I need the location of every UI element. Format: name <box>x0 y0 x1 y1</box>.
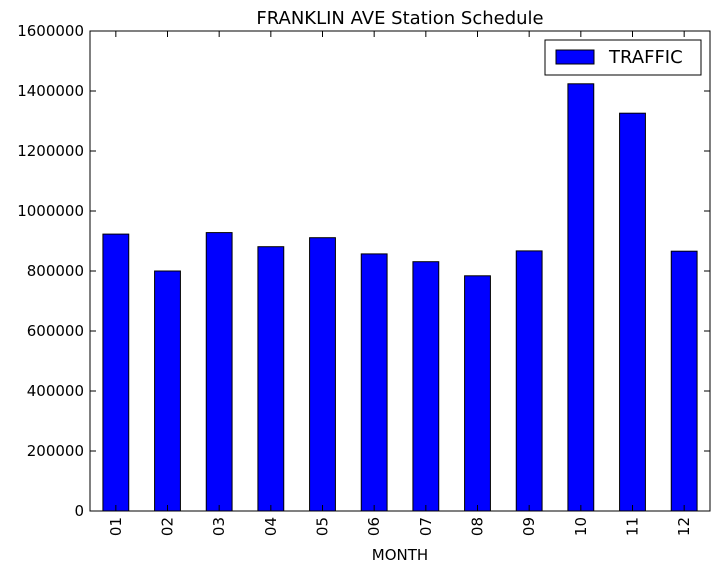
x-tick-label: 01 <box>107 517 125 536</box>
y-tick-label: 0 <box>74 502 84 520</box>
x-tick-label: 12 <box>675 517 693 536</box>
x-tick-label: 05 <box>314 517 332 536</box>
y-tick-label: 400000 <box>27 382 84 400</box>
x-tick-label: 06 <box>365 517 383 536</box>
legend: TRAFFIC <box>544 39 702 76</box>
bar-07 <box>412 261 440 512</box>
bar-06 <box>360 253 388 512</box>
y-tick-label: 800000 <box>27 262 84 280</box>
bar-10 <box>567 83 595 512</box>
bar-01 <box>102 233 130 512</box>
x-tick-label: 07 <box>417 517 435 536</box>
bar-03 <box>205 232 233 512</box>
x-tick-label: 11 <box>624 517 642 536</box>
bar-08 <box>464 275 491 512</box>
bar-05 <box>309 237 336 512</box>
y-axis: 0 200000 400000 600000 800000 1000000 1200000 1… <box>17 22 710 520</box>
x-axis-label: MONTH <box>372 546 428 564</box>
bar-04 <box>257 246 285 512</box>
x-tick-label: 03 <box>210 517 228 536</box>
chart-title: FRANKLIN AVE Station Schedule <box>256 8 543 29</box>
x-tick-label: 02 <box>159 517 177 536</box>
y-tick-label: 600000 <box>27 322 84 340</box>
plot-frame <box>89 30 711 512</box>
x-tick-label: 04 <box>262 517 280 536</box>
bar-02 <box>154 270 181 512</box>
bar-12 <box>670 250 698 512</box>
y-tick-label: 200000 <box>27 442 84 460</box>
x-axis: 01 02 03 04 05 06 07 08 09 10 11 12 <box>107 31 693 536</box>
legend-swatch <box>555 49 595 65</box>
y-tick-label: 1400000 <box>17 82 84 100</box>
bar-09 <box>515 250 543 512</box>
y-tick-label: 1600000 <box>17 22 84 40</box>
x-tick-label: 10 <box>572 517 590 536</box>
bar-11 <box>619 112 646 512</box>
x-tick-label: 09 <box>520 517 538 536</box>
y-tick-label: 1200000 <box>17 142 84 160</box>
bars-group <box>102 83 698 512</box>
y-tick-label: 1000000 <box>17 202 84 220</box>
x-tick-label: 08 <box>469 517 487 536</box>
legend-label: TRAFFIC <box>608 47 683 68</box>
